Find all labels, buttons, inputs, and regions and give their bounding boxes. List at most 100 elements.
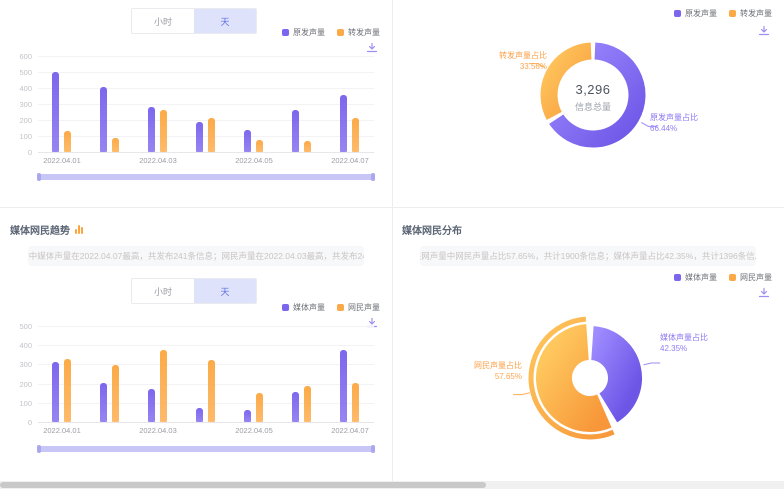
horizontal-divider bbox=[0, 207, 784, 208]
y-axis-tick: 0 bbox=[27, 418, 32, 427]
bar bbox=[303, 140, 311, 152]
vertical-divider bbox=[392, 0, 393, 481]
bar bbox=[291, 392, 299, 422]
legend-swatch-purple bbox=[282, 29, 289, 36]
bar bbox=[51, 72, 59, 152]
pie-slice[interactable] bbox=[540, 42, 592, 120]
bar bbox=[195, 407, 203, 422]
granularity-toggle: 小时 天 bbox=[131, 278, 257, 304]
x-axis-line bbox=[38, 422, 374, 423]
legend-item[interactable]: 原发声量 bbox=[282, 27, 325, 38]
bar bbox=[207, 359, 215, 422]
gridline bbox=[38, 88, 374, 89]
gridline bbox=[38, 326, 374, 327]
pie-label-pct: 57.65% bbox=[494, 372, 522, 381]
data-zoom-slider[interactable] bbox=[37, 445, 375, 453]
legend-item[interactable]: 网民声量 bbox=[729, 272, 772, 283]
legend-volume-trend: 原发声量 转发声量 bbox=[282, 27, 380, 38]
pie-label-pct: 33.56% bbox=[519, 62, 547, 71]
pie-outer-ring bbox=[528, 316, 615, 440]
data-zoom-handle-left[interactable] bbox=[37, 445, 41, 453]
gridline bbox=[38, 104, 374, 105]
x-axis-label: 2022.04.05 bbox=[235, 426, 273, 435]
toggle-hour-button[interactable]: 小时 bbox=[132, 9, 194, 33]
download-icon[interactable] bbox=[758, 286, 770, 298]
section-title-text: 媒体网民趋势 bbox=[10, 226, 70, 237]
bar bbox=[243, 410, 251, 422]
legend-swatch-purple bbox=[674, 274, 681, 281]
legend-label: 媒体声量 bbox=[293, 303, 325, 312]
pie-label-pct: 66.44% bbox=[650, 124, 678, 133]
download-icon[interactable] bbox=[366, 41, 378, 53]
bar bbox=[51, 361, 59, 422]
bar bbox=[339, 350, 347, 422]
bar bbox=[255, 393, 263, 422]
toggle-day-button[interactable]: 天 bbox=[194, 279, 256, 303]
data-zoom-handle-left[interactable] bbox=[37, 173, 41, 181]
legend-label: 媒体声量 bbox=[685, 273, 717, 282]
x-axis-label: 2022.04.03 bbox=[139, 426, 177, 435]
bar bbox=[303, 385, 311, 422]
legend-item[interactable]: 转发声量 bbox=[337, 27, 380, 38]
x-axis-label: 2022.04.01 bbox=[43, 426, 81, 435]
pie-label-line bbox=[528, 63, 545, 69]
bar bbox=[351, 382, 359, 422]
data-zoom-handle-right[interactable] bbox=[371, 445, 375, 453]
gridline bbox=[38, 56, 374, 57]
pie-slice[interactable] bbox=[536, 324, 612, 432]
legend-item[interactable]: 媒体声量 bbox=[674, 272, 717, 283]
pie-label-line bbox=[643, 362, 661, 366]
x-axis-line bbox=[38, 152, 374, 153]
legend-item[interactable]: 原发声量 bbox=[674, 8, 717, 19]
bar bbox=[111, 138, 119, 152]
pie-slice[interactable] bbox=[549, 42, 646, 148]
legend-item[interactable]: 媒体声量 bbox=[282, 302, 325, 313]
bar bbox=[195, 121, 203, 152]
bar bbox=[99, 87, 107, 152]
y-axis-tick: 300 bbox=[19, 100, 32, 109]
gridline bbox=[38, 120, 374, 121]
bar bbox=[255, 140, 263, 152]
bar bbox=[159, 109, 167, 152]
legend-label: 网民声量 bbox=[348, 303, 380, 312]
pie-label-pct: 42.35% bbox=[660, 344, 688, 353]
summary-text: 互联网声量中媒体声量在2022.04.07最高，共发布241条信息；网民声量在2… bbox=[28, 246, 364, 266]
legend-item[interactable]: 网民声量 bbox=[337, 302, 380, 313]
pie-label-name: 网民声量占比 bbox=[474, 361, 522, 370]
panel-media-netizen-distribution: 媒体网民分布 互联网声量中网民声量占比57.65%，共计1900条信息；媒体声量… bbox=[392, 208, 784, 481]
legend-item[interactable]: 转发声量 bbox=[729, 8, 772, 19]
download-icon[interactable] bbox=[758, 24, 770, 36]
pie-label-line bbox=[513, 392, 530, 396]
pie-label-name: 媒体声量占比 bbox=[660, 333, 708, 342]
summary-text: 互联网声量中网民声量占比57.65%，共计1900条信息；媒体声量占比42.35… bbox=[420, 246, 756, 266]
scrollbar-thumb[interactable] bbox=[0, 482, 487, 488]
legend-swatch-purple bbox=[674, 10, 681, 17]
legend-volume-distribution: 原发声量 转发声量 bbox=[674, 8, 772, 19]
x-axis-label: 2022.04.03 bbox=[139, 156, 177, 165]
x-axis-label: 2022.04.01 bbox=[43, 156, 81, 165]
pie-label-line bbox=[641, 121, 658, 127]
gridline bbox=[38, 383, 374, 385]
bar bbox=[159, 350, 167, 422]
gridline bbox=[38, 72, 374, 73]
toggle-hour-button[interactable]: 小时 bbox=[132, 279, 194, 303]
pie-slice[interactable] bbox=[590, 326, 642, 423]
bar bbox=[339, 95, 347, 152]
toggle-day-button[interactable]: 天 bbox=[194, 9, 256, 33]
data-zoom-handle-right[interactable] bbox=[371, 173, 375, 181]
pie-label-media: 媒体声量占比 42.35% bbox=[660, 332, 750, 354]
x-axis-label: 2022.04.07 bbox=[331, 156, 369, 165]
data-zoom-slider[interactable] bbox=[37, 173, 375, 181]
bar bbox=[351, 118, 359, 152]
page-horizontal-scrollbar[interactable] bbox=[0, 481, 784, 489]
section-title-text: 媒体网民分布 bbox=[402, 226, 462, 237]
legend-swatch-orange bbox=[337, 29, 344, 36]
media-netizen-bar-chart: 0 100 200 300 400 500 2022.04.01 2022.04.03 2022… bbox=[8, 318, 384, 458]
section-title: 媒体网民分布 bbox=[402, 222, 462, 237]
panel-volume-trend: 小时 天 原发声量 转发声量 0 100 200 300 400 500 600 2022.0… bbox=[0, 0, 392, 207]
y-axis-tick: 600 bbox=[19, 52, 32, 61]
legend-swatch-orange bbox=[337, 304, 344, 311]
legend-label: 原发声量 bbox=[293, 28, 325, 37]
bar-chart-icon bbox=[75, 225, 83, 234]
legend-swatch-orange bbox=[729, 274, 736, 281]
